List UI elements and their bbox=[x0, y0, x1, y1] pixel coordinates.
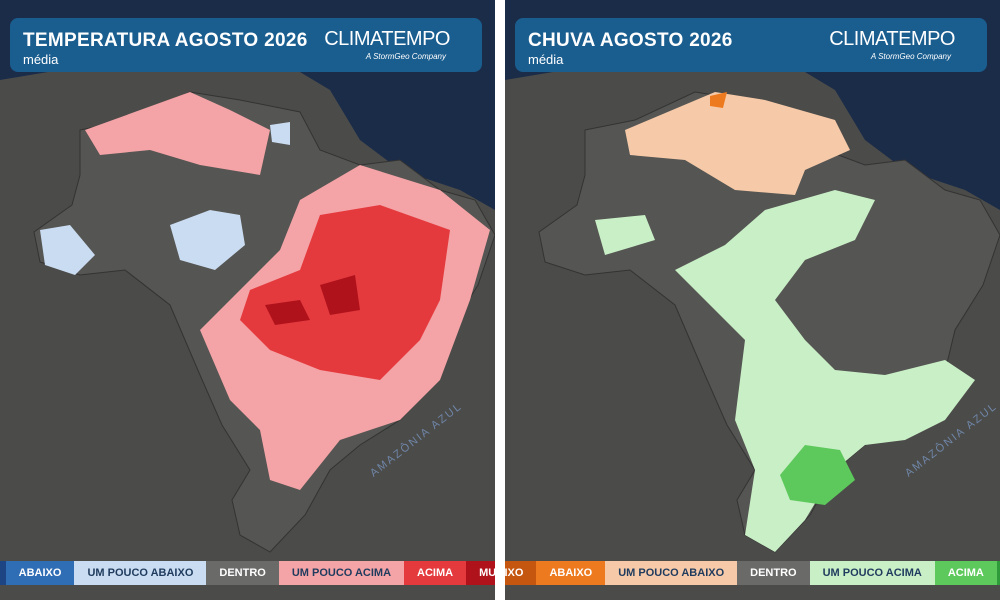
temperature-map bbox=[0, 40, 495, 600]
title: TEMPERATURA AGOSTO 2026 bbox=[23, 30, 308, 51]
legend-item: DENTRO bbox=[206, 561, 279, 585]
legend-item: UM POUCO ACIMA bbox=[278, 561, 405, 585]
legend-item: UM POUCO ABAIXO bbox=[605, 561, 738, 585]
tagline: A StormGeo Company bbox=[870, 52, 951, 61]
temperature-panel: AMAZÔNIA AZUL TEMPERATURA AGOSTO 2026 mé… bbox=[0, 0, 495, 600]
region-above bbox=[780, 445, 855, 505]
tagline: A StormGeo Company bbox=[365, 52, 446, 61]
region-slightly-below bbox=[625, 92, 850, 195]
region-slightly-below bbox=[40, 122, 290, 275]
legend-item: ABAIXO bbox=[0, 561, 6, 585]
legend-item: ABAIXO bbox=[5, 561, 75, 585]
subtitle: média bbox=[23, 52, 59, 67]
header: CHUVA AGOSTO 2026 média CLIMATEMPO A Sto… bbox=[515, 18, 987, 72]
region-below bbox=[710, 92, 727, 108]
legend-item: ITO ABAIXO bbox=[505, 561, 537, 585]
legend-item: MUITO ACIM bbox=[466, 561, 495, 585]
rain-map bbox=[505, 40, 1000, 600]
subtitle: média bbox=[528, 52, 564, 67]
legend-item: MUITO bbox=[996, 561, 1000, 585]
region-very-high bbox=[265, 275, 360, 325]
brand: CLIMATEMPO bbox=[324, 28, 450, 50]
legend-item: ACIMA bbox=[934, 561, 997, 585]
header: TEMPERATURA AGOSTO 2026 média CLIMATEMPO… bbox=[10, 18, 482, 72]
legend-item: ACIMA bbox=[404, 561, 467, 585]
legend-item: ABAIXO bbox=[536, 561, 606, 585]
title: CHUVA AGOSTO 2026 bbox=[528, 30, 733, 51]
brand: CLIMATEMPO bbox=[829, 28, 955, 50]
region-slightly-above bbox=[595, 215, 655, 255]
rain-panel: AMAZÔNIA AZUL CHUVA AGOSTO 2026 média CL… bbox=[505, 0, 1000, 600]
legend-item: DENTRO bbox=[737, 561, 810, 585]
legend-item: UM POUCO ACIMA bbox=[809, 561, 935, 585]
legend: ITO ABAIXOABAIXOUM POUCO ABAIXODENTROUM … bbox=[505, 561, 1000, 585]
region-slightly-above bbox=[675, 190, 975, 552]
region-above bbox=[85, 92, 270, 175]
legend-item: UM POUCO ABAIXO bbox=[74, 561, 207, 585]
